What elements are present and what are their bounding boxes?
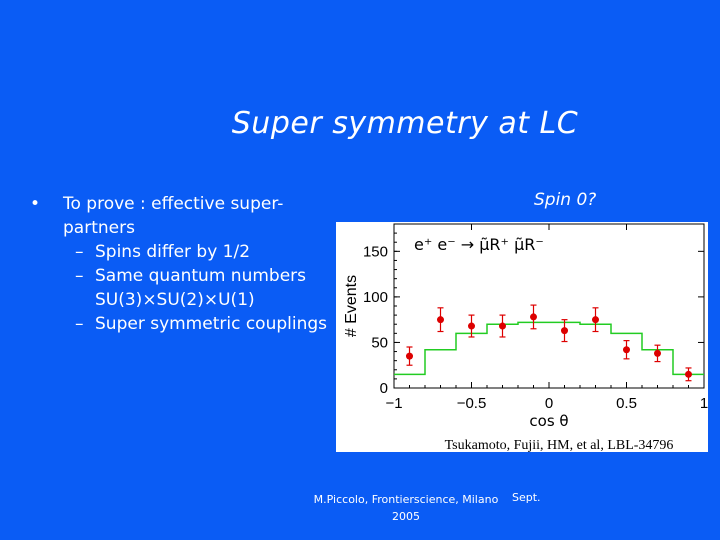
curve-line — [394, 321, 704, 376]
sub-bullet: – Super symmetric couplings — [63, 312, 330, 336]
data-point — [623, 346, 630, 354]
y-axis-label: # Events — [343, 275, 360, 337]
y-tick-label: 50 — [371, 334, 388, 351]
spin-label: Spin 0? — [534, 190, 597, 210]
theory-curve — [394, 321, 704, 376]
x-tick-label: 1 — [700, 395, 708, 412]
dash: – — [75, 266, 84, 286]
plot-panel: −1 −0.5 0 0.5 1 0 50 100 150 e⁺ e⁻ → μ̃R⁺ μ̃R⁻ co… — [336, 222, 708, 452]
data-point — [499, 322, 506, 330]
credit-label: Tsukamoto, Fujii, HM, et al, LBL-34796 — [445, 438, 674, 452]
sub-bullet-text: Super symmetric couplings — [95, 314, 328, 334]
x-tick-label: −0.5 — [457, 395, 487, 412]
data-point — [685, 370, 692, 378]
sub-bullet: – Same quantum numbers SU(3)×SU(2)×U(1) — [63, 264, 330, 312]
bullet-main: • To prove : effective super-partners — [30, 192, 330, 240]
data-point — [561, 327, 568, 335]
y-tick-label: 100 — [363, 289, 388, 306]
data-point — [437, 316, 444, 324]
x-tick-label: 0 — [545, 395, 553, 412]
data-point — [654, 349, 661, 357]
data-point — [406, 352, 413, 360]
footer-credit: M.Piccolo, Frontierscience, Milano 2005 — [313, 493, 499, 523]
bullet-subs: – Spins differ by 1/2 – Same quantum num… — [30, 240, 330, 336]
dash: – — [75, 242, 84, 262]
x-axis-label: cos θ — [529, 412, 568, 430]
data-point — [592, 316, 599, 324]
axis-labels: e⁺ e⁻ → μ̃R⁺ μ̃R⁻ cos θ # Events Tsukamoto,… — [343, 235, 673, 452]
bullet-main-text: To prove : effective super-partners — [63, 194, 284, 238]
x-tick-label: −1 — [385, 395, 402, 412]
data-point — [468, 322, 475, 330]
chart-title: e⁺ e⁻ → μ̃R⁺ μ̃R⁻ — [414, 235, 544, 254]
bullet-dot: • — [30, 194, 41, 214]
events-chart: −1 −0.5 0 0.5 1 0 50 100 150 e⁺ e⁻ → μ̃R⁺ μ̃R⁻ co… — [343, 223, 708, 452]
plot-axes: −1 −0.5 0 0.5 1 0 50 100 150 — [363, 223, 708, 412]
slide-title: Super symmetry at LC — [231, 106, 579, 141]
bullet-list: • To prove : effective super-partners – … — [30, 192, 330, 336]
sub-bullet-text: Spins differ by 1/2 — [95, 242, 251, 262]
data-point — [530, 313, 537, 321]
sub-bullet-text: Same quantum numbers SU(3)×SU(2)×U(1) — [95, 266, 306, 310]
y-tick-label: 150 — [363, 243, 388, 260]
footer-date: Sept. — [512, 491, 541, 504]
dash: – — [75, 314, 84, 334]
sub-bullet: – Spins differ by 1/2 — [63, 240, 330, 264]
y-tick-label: 0 — [380, 380, 388, 397]
data-points — [406, 304, 692, 382]
x-tick-label: 0.5 — [616, 395, 637, 412]
